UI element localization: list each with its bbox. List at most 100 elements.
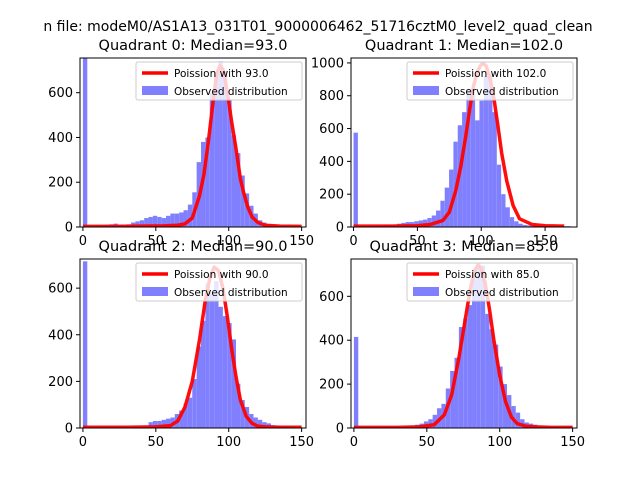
legend-label-poisson: Poission with 85.0 [445, 269, 540, 281]
histogram-bar [488, 74, 493, 227]
histogram-bar [502, 384, 508, 428]
histogram-bar [209, 292, 215, 428]
legend-bar-swatch [142, 287, 168, 296]
histogram-bar [201, 320, 206, 428]
legend-bar-swatch [413, 86, 439, 95]
legend-label-observed: Observed distribution [174, 86, 288, 98]
histogram-bar [179, 410, 184, 428]
legend-frame [135, 61, 303, 101]
axes-frame [350, 258, 578, 429]
y-tick-label: 400 [319, 155, 344, 170]
histogram-bar [432, 414, 438, 428]
subplot-title: Quadrant 2: Median=90.0 [99, 239, 288, 255]
y-tick-label: 400 [48, 328, 73, 343]
axes-frame [79, 258, 307, 429]
x-tick-label: 150 [289, 435, 314, 450]
histogram-bar [214, 72, 219, 227]
y-tick-label: 400 [319, 334, 344, 349]
histogram-bar [148, 216, 153, 227]
subplot-grid: 0 50 100 150 0 200 400 600 Quadrant 0: Median=93… [48, 38, 585, 450]
legend-label-observed: Observed distribution [445, 287, 559, 299]
y-tick-label: 600 [48, 282, 73, 297]
histogram-bar [170, 213, 175, 227]
y-tick-label: 600 [319, 122, 344, 137]
legend: Poission with 85.0 Observed distribution [406, 262, 574, 302]
histogram-bar [187, 397, 193, 428]
histogram-bar [196, 346, 202, 428]
histogram-bar [227, 323, 232, 428]
histogram-bar [152, 215, 158, 227]
histogram-bar [161, 419, 167, 428]
histogram-bar [209, 92, 215, 227]
histogram-bar [463, 318, 468, 428]
histogram-bar [483, 76, 489, 227]
histogram-bar [466, 89, 471, 227]
histogram-bar [476, 263, 481, 428]
y-tick-label: 200 [319, 188, 344, 203]
y-tick-label: 0 [336, 221, 344, 236]
x-tick-label: 50 [419, 435, 436, 450]
legend-frame [135, 262, 303, 302]
y-tick-label: 600 [319, 290, 344, 305]
histogram-bar [353, 132, 358, 227]
histogram-bar [440, 200, 445, 227]
x-tick-label: 0 [350, 435, 358, 450]
legend: Poission with 90.0 Observed distribution [135, 262, 303, 302]
histogram-bar [144, 218, 149, 227]
y-tick-label: 200 [319, 378, 344, 393]
histogram-bar [514, 221, 519, 227]
histogram-bar [214, 281, 219, 428]
histogram-bar [505, 207, 510, 227]
x-tick-label: 100 [469, 234, 494, 249]
histogram-bar [353, 336, 359, 428]
histogram-bar [479, 100, 484, 227]
legend-label-poisson: Poission with 93.0 [174, 68, 269, 80]
histogram-bar [166, 215, 171, 227]
histogram-bar [485, 313, 490, 428]
legend-label-poisson: Poission with 102.0 [445, 68, 546, 80]
histogram-bar [222, 316, 228, 428]
legend-frame [406, 262, 574, 302]
histogram-bar [257, 419, 263, 428]
x-tick-label: 150 [533, 234, 558, 249]
legend-label-observed: Observed distribution [445, 86, 559, 98]
subplot-quadrant-0: 0 50 100 150 0 200 400 600 Quadrant 0: Median=93… [48, 38, 314, 249]
y-tick-label: 200 [48, 176, 73, 191]
histogram-bar [179, 212, 184, 227]
legend-bar-swatch [413, 287, 439, 296]
histogram-bar [509, 217, 515, 227]
histogram-bar [236, 153, 241, 227]
histogram-bar [492, 112, 497, 227]
subplot-quadrant-1: 0 50 100 150 0 200 400 600 800 1000 Quadrant 1: Me… [311, 38, 578, 249]
axes-frame [350, 57, 578, 228]
x-tick-label: 100 [216, 234, 241, 249]
subplot-quadrant-3: 0 50 100 150 0 200 400 600 Quadrant 3: Median=85… [319, 239, 585, 450]
y-tick-label: 0 [65, 221, 73, 236]
histogram-bar [161, 218, 167, 227]
y-tick-label: 800 [319, 89, 344, 104]
histogram-bar [480, 265, 486, 428]
histogram-bar [475, 120, 480, 227]
histogram-bar [148, 422, 153, 428]
histogram-bar [253, 417, 258, 428]
histogram-bar [174, 213, 180, 227]
legend: Poission with 102.0 Observed distribution [406, 61, 574, 101]
histogram-bar [436, 210, 441, 227]
histogram-bar [498, 366, 503, 428]
histogram-bar [240, 400, 245, 428]
histogram-bar [244, 193, 250, 227]
histogram-bar [458, 327, 464, 428]
subplot-title: Quadrant 0: Median=93.0 [99, 38, 288, 54]
histogram-bar [450, 370, 455, 428]
histogram-bar [82, 261, 88, 428]
histogram-bar [139, 220, 145, 227]
histogram-bar [522, 225, 528, 227]
histogram-bar [82, 58, 88, 227]
histogram-bar [183, 210, 188, 227]
histogram-bar [518, 223, 523, 227]
y-tick-label: 400 [48, 131, 73, 146]
subplot-quadrant-2: 0 50 100 150 0 200 400 600 Quadrant 2: Median=90… [48, 239, 314, 450]
x-tick-label: 0 [79, 435, 87, 450]
histogram-bar [489, 329, 494, 428]
